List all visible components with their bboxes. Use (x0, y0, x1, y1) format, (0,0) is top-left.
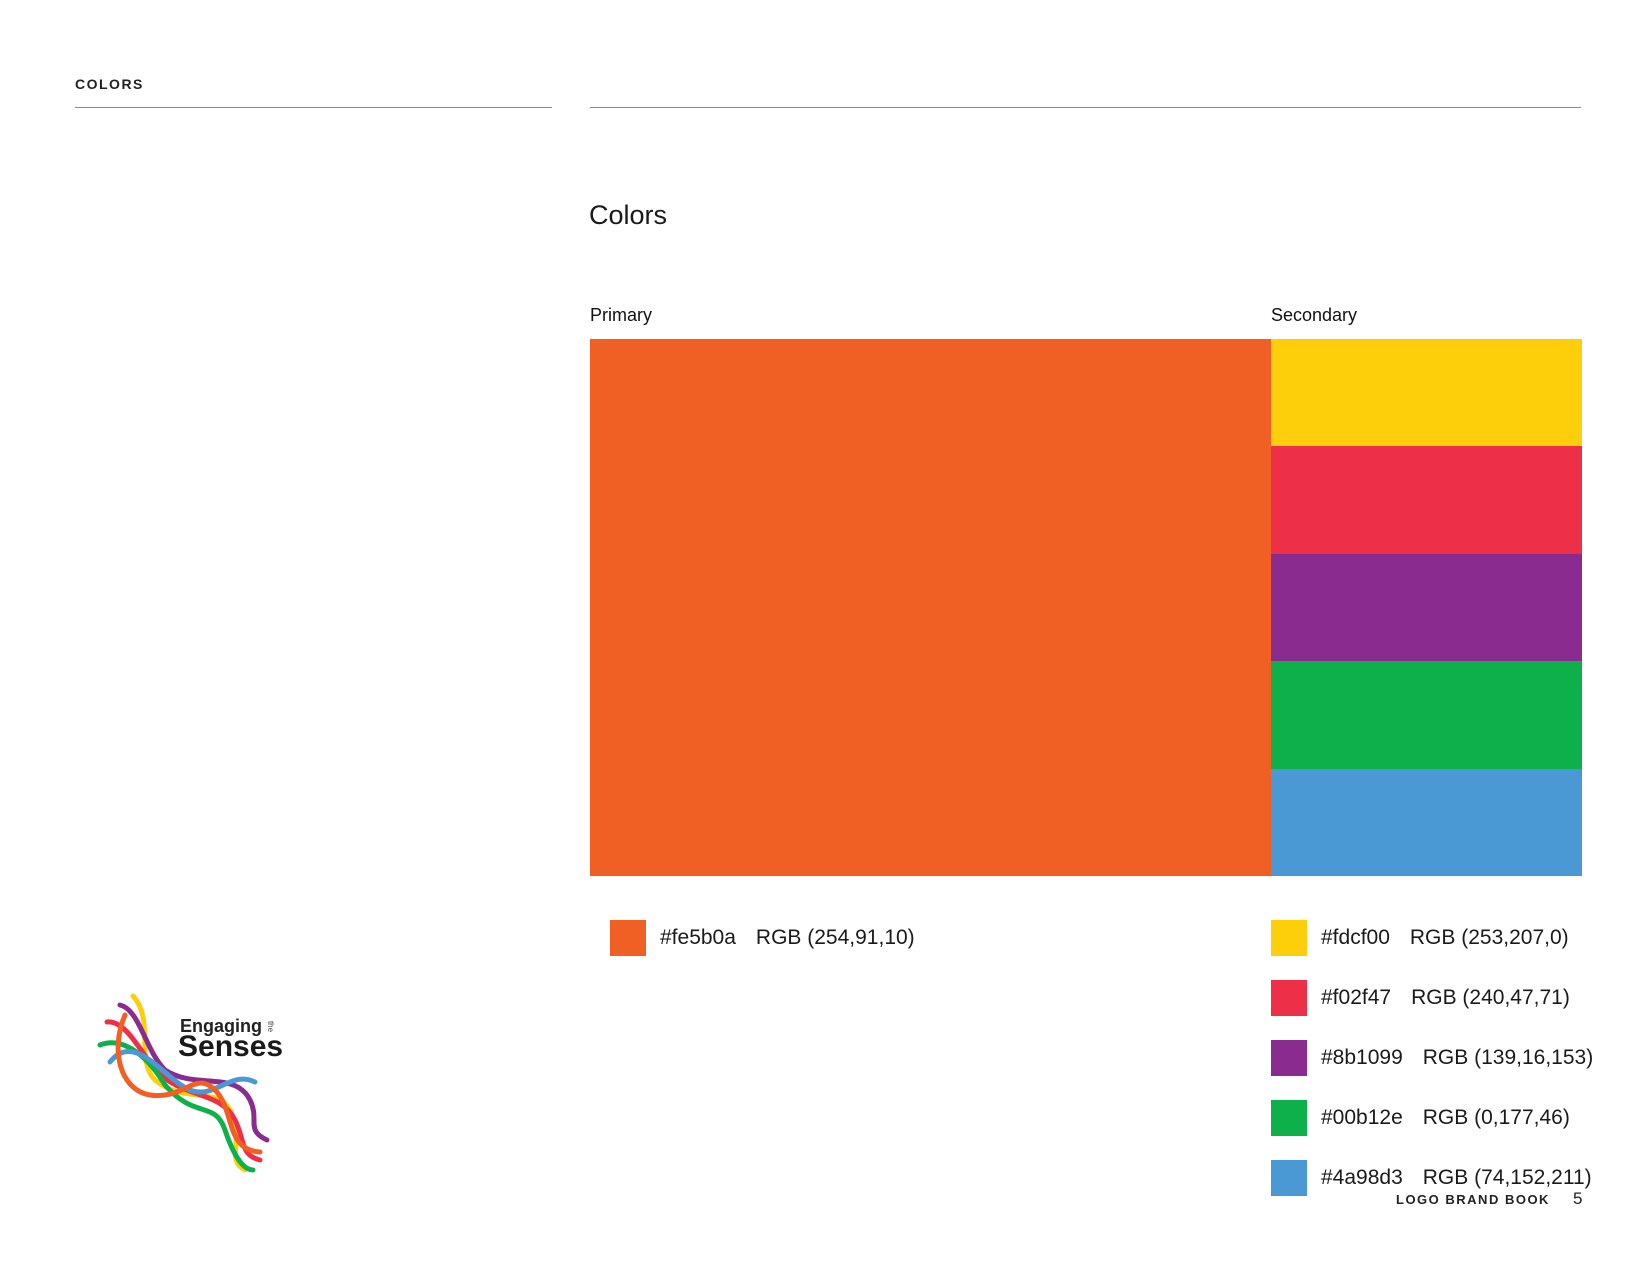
secondary-legend-rgb-red: RGB (240,47,71) (1411, 986, 1570, 1009)
page-title: Colors (589, 200, 668, 230)
header-rule-left (75, 107, 552, 108)
secondary-legend-hex-green: #00b12e (1321, 1106, 1403, 1129)
secondary-legend-item-yellow: #fdcf00 RGB (253,207,0) (1271, 920, 1569, 956)
secondary-legend-hex-red: #f02f47 (1321, 986, 1392, 1009)
secondary-legend-hex-yellow: #fdcf00 (1321, 926, 1390, 949)
engaging-the-senses-logo: Engaging Senses the (95, 990, 285, 1190)
secondary-legend-hex-purple: #8b1099 (1321, 1046, 1403, 1069)
secondary-swatch-green (1271, 661, 1582, 769)
secondary-swatch-stack (1271, 339, 1582, 876)
secondary-legend-chip-yellow (1271, 920, 1307, 956)
secondary-swatch-yellow (1271, 339, 1582, 447)
header-rule-right (590, 107, 1581, 108)
primary-label: Primary (590, 305, 652, 325)
secondary-legend-rgb-purple: RGB (139,16,153) (1422, 1046, 1594, 1069)
secondary-legend-item-green: #00b12e RGB (0,177,46) (1271, 1100, 1570, 1136)
secondary-legend-item-red: #f02f47 RGB (240,47,71) (1271, 980, 1570, 1016)
secondary-legend-chip-purple (1271, 1040, 1307, 1076)
secondary-legend-chip-red (1271, 980, 1307, 1016)
footer-title: LOGO BRAND BOOK (1396, 1192, 1550, 1207)
secondary-label: Secondary (1271, 305, 1358, 325)
secondary-legend-item-blue: #4a98d3 RGB (74,152,211) (1271, 1160, 1592, 1196)
primary-legend-chip (610, 920, 646, 956)
logo-word-engaging: Engaging (180, 1016, 262, 1036)
secondary-legend-rgb-yellow: RGB (253,207,0) (1409, 926, 1569, 949)
secondary-legend-rgb-green: RGB (0,177,46) (1422, 1106, 1570, 1129)
secondary-legend-item-purple: #8b1099 RGB (139,16,153) (1271, 1040, 1593, 1076)
primary-swatch-block (590, 339, 1271, 876)
primary-legend-rgb: RGB (254,91,10) (755, 926, 915, 949)
logo-word-the: the (266, 1020, 276, 1033)
wavy-lines-logo-icon (97, 993, 270, 1173)
secondary-legend-hex-blue: #4a98d3 (1321, 1166, 1403, 1189)
page-number: 5 (1573, 1189, 1583, 1208)
secondary-legend-rgb-blue: RGB (74,152,211) (1422, 1166, 1592, 1189)
secondary-swatch-purple (1271, 553, 1582, 662)
secondary-swatch-blue (1271, 768, 1582, 876)
secondary-swatch-red (1271, 446, 1582, 554)
secondary-legend-chip-green (1271, 1100, 1307, 1136)
primary-legend-item: #fe5b0a RGB (254,91,10) (610, 920, 915, 956)
section-label: COLORS (75, 76, 144, 92)
primary-legend-hex: #fe5b0a (660, 926, 736, 949)
logo-word-senses: Senses (178, 1030, 284, 1063)
secondary-legend-chip-blue (1271, 1160, 1307, 1196)
